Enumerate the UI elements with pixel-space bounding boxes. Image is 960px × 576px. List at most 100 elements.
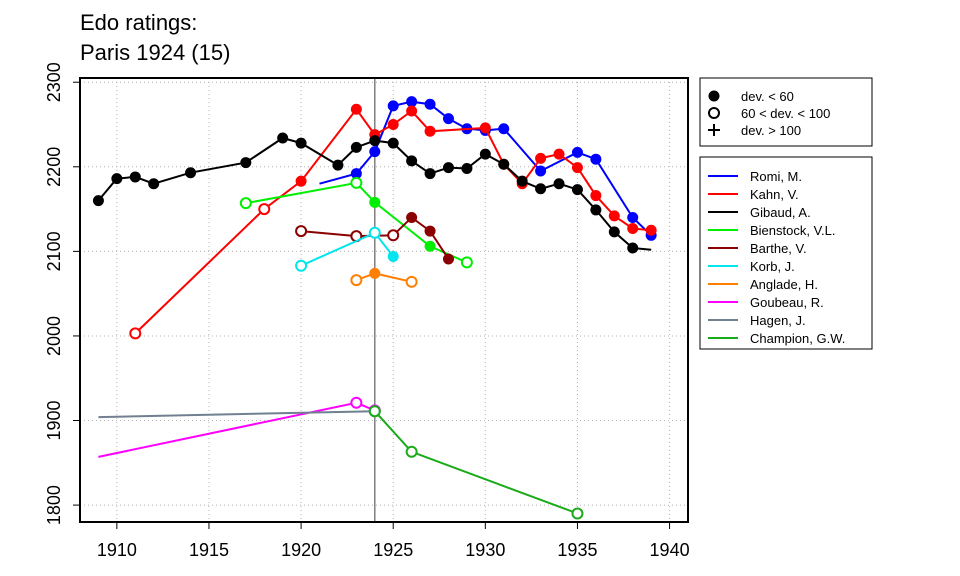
x-tick-label: 1915 (189, 540, 229, 560)
series-legend-box (699, 156, 873, 350)
series-hagen-j (98, 405, 381, 419)
data-point-gibaud-a (277, 132, 289, 144)
data-point-kahn-v (645, 224, 657, 236)
data-point-kahn-v (258, 203, 271, 216)
data-point-kahn-v (627, 223, 639, 235)
series-legend-label: Bienstock, V.L. (750, 223, 836, 238)
data-point-anglade-h (405, 275, 418, 288)
marker-legend-symbol-circle (708, 107, 720, 119)
y-tick-label: 2300 (44, 62, 64, 102)
data-point-champion-g-w (571, 507, 584, 520)
data-point-korb-j (387, 250, 399, 262)
data-point-gibaud-a (295, 137, 307, 149)
x-tick-label: 1910 (97, 540, 137, 560)
data-point-gibaud-a (185, 167, 197, 179)
series-line-barthe-v (301, 216, 450, 260)
series-legend-label: Champion, G.W. (750, 331, 845, 346)
series-line-hagen-j (98, 410, 375, 419)
series-romi-m (319, 96, 657, 241)
data-point-romi-m (406, 96, 418, 108)
data-point-bienstock-v-l (424, 240, 436, 252)
data-point-gibaud-a (627, 242, 639, 254)
data-point-romi-m (369, 146, 381, 158)
data-point-bienstock-v-l (239, 197, 252, 210)
data-point-gibaud-a (498, 158, 510, 170)
data-point-champion-g-w (405, 445, 418, 458)
data-point-barthe-v (387, 229, 400, 242)
data-point-gibaud-a (369, 135, 381, 147)
y-tick-label: 1900 (44, 400, 64, 440)
data-point-gibaud-a (571, 184, 583, 196)
series-legend-label: Goubeau, R. (750, 295, 824, 310)
y-tick-label: 1800 (44, 485, 64, 525)
marker-legend-symbol-dot (708, 90, 720, 102)
data-point-romi-m (424, 98, 436, 110)
data-point-champion-g-w (368, 405, 381, 418)
x-tick-label: 1925 (373, 540, 413, 560)
data-point-barthe-v (295, 225, 308, 238)
data-point-gibaud-a (553, 178, 565, 190)
series-gibaud-a (92, 132, 652, 254)
series-barthe-v (295, 212, 454, 265)
data-point-gibaud-a (387, 137, 399, 149)
data-point-kahn-v (406, 105, 418, 117)
marker-legend-symbol-plus (708, 124, 720, 136)
data-point-gibaud-a (92, 195, 104, 207)
chart-title-line-2: Paris 1924 (15) (80, 40, 230, 65)
data-point-anglade-h (350, 274, 363, 287)
y-tick-label: 2000 (44, 316, 64, 356)
series-legend-label: Anglade, H. (750, 277, 818, 292)
x-tick-label: 1930 (465, 540, 505, 560)
data-point-kahn-v (350, 103, 362, 115)
data-point-romi-m (571, 146, 583, 158)
data-point-anglade-h (369, 267, 381, 279)
data-point-gibaud-a (240, 157, 252, 169)
series-legend-label: Barthe, V. (750, 241, 807, 256)
data-point-korb-j (295, 259, 308, 272)
series-line-anglade-h (356, 272, 412, 283)
data-point-barthe-v (406, 212, 418, 224)
y-axis: 1800 1900 2000 2100 2200 2300 (44, 62, 81, 525)
x-tick-label: 1920 (281, 540, 321, 560)
data-point-romi-m (498, 123, 510, 135)
data-point-romi-m (627, 212, 639, 224)
data-point-kahn-v (479, 122, 491, 134)
series-legend-label: Romi, M. (750, 169, 802, 184)
series-line-korb-j (300, 231, 394, 267)
data-point-kahn-v (571, 162, 583, 174)
series-line-goubeau-r (98, 401, 376, 458)
marker-legend-label: 60 < dev. < 100 (741, 106, 830, 121)
data-point-romi-m (387, 100, 399, 112)
series-goubeau-r (98, 396, 381, 458)
data-point-gibaud-a (608, 226, 620, 238)
series-layer (92, 96, 657, 520)
data-point-kahn-v (590, 190, 602, 202)
data-point-barthe-v (442, 253, 454, 265)
data-point-bienstock-v-l (460, 256, 473, 269)
data-point-romi-m (535, 165, 547, 177)
series-legend-label: Korb, J. (750, 259, 795, 274)
data-point-kahn-v (387, 119, 399, 131)
y-tick-label: 2200 (44, 147, 64, 187)
series-legend-label: Kahn, V. (750, 187, 799, 202)
data-point-goubeau-r (350, 396, 363, 409)
series-line-bienstock-v-l (245, 181, 468, 264)
data-point-korb-j (368, 226, 381, 239)
y-tick-label: 2100 (44, 231, 64, 271)
data-point-bienstock-v-l (369, 196, 381, 208)
data-point-gibaud-a (479, 148, 491, 160)
data-point-gibaud-a (350, 141, 362, 153)
series-bienstock-v-l (239, 176, 473, 269)
data-point-gibaud-a (461, 162, 473, 174)
data-point-kahn-v (424, 125, 436, 137)
data-point-gibaud-a (406, 155, 418, 167)
data-point-gibaud-a (129, 171, 141, 183)
data-point-kahn-v (295, 175, 307, 187)
marker-legend-label: dev. > 100 (741, 123, 801, 138)
series-legend-label: Hagen, J. (750, 313, 806, 328)
series-legend: Romi, M. Kahn, V. Gibaud, A. Bienstock, V.L… (699, 156, 873, 350)
x-axis: 1910 1915 1920 1925 1930 1935 1940 (97, 521, 690, 560)
data-point-romi-m (590, 153, 602, 165)
data-point-kahn-v (608, 210, 620, 222)
